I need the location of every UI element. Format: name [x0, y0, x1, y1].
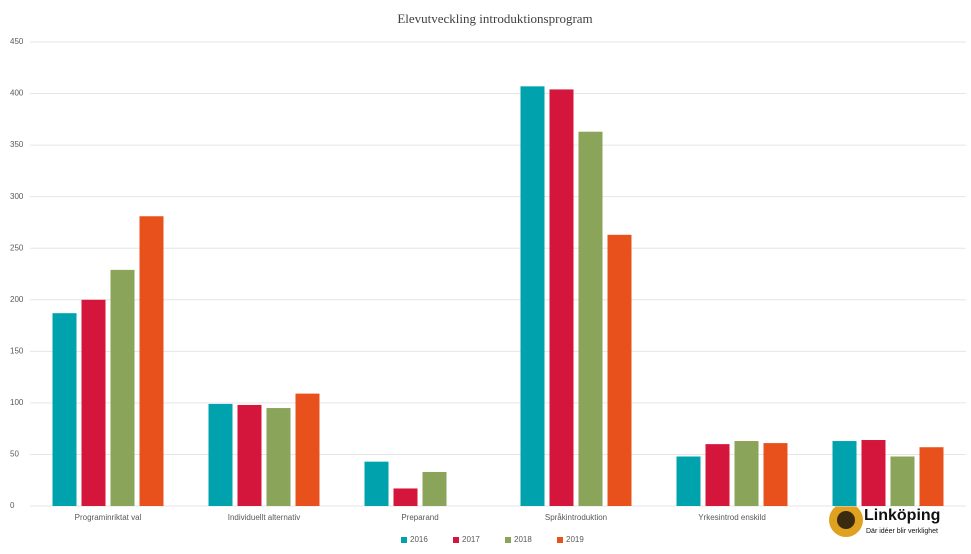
bar: [81, 299, 106, 506]
bar: [295, 393, 320, 506]
bar: [393, 488, 418, 506]
bar: [208, 403, 233, 506]
x-tick-label: Språkintroduktion: [545, 513, 607, 522]
bar: [139, 216, 164, 506]
legend-swatch: [453, 537, 459, 543]
y-tick-label: 450: [10, 37, 24, 46]
legend-label: 2018: [514, 535, 532, 544]
bar: [734, 441, 759, 506]
grid: [30, 41, 966, 507]
legend-swatch: [401, 537, 407, 543]
legend-swatch: [505, 537, 511, 543]
y-tick-label: 200: [10, 295, 24, 304]
bar: [705, 444, 730, 506]
bar: [861, 440, 886, 506]
y-tick-label: 0: [10, 501, 15, 510]
y-tick-label: 350: [10, 140, 24, 149]
bar: [578, 131, 603, 506]
bar: [364, 461, 389, 506]
bar: [549, 89, 574, 506]
bar: [520, 86, 545, 507]
bar: [919, 447, 944, 506]
logo-tagline: Där idéer blir verklighet: [866, 528, 938, 535]
x-tick-label: Preparand: [401, 513, 438, 522]
bar: [676, 456, 701, 506]
logo-icon-inner: [837, 511, 855, 529]
x-tick-label: Yrkesintrod enskild: [698, 513, 766, 522]
y-tick-label: 250: [10, 243, 24, 252]
y-tick-label: 150: [10, 346, 24, 355]
bar: [422, 471, 447, 506]
bar: [763, 443, 788, 506]
bar: [607, 234, 632, 506]
chart-title: Elevutveckling introduktionsprogram: [397, 11, 592, 26]
x-tick-label: Programinriktat val: [75, 513, 142, 522]
legend-label: 2016: [410, 535, 428, 544]
logo-name: Linköping: [864, 507, 940, 524]
legend-label: 2017: [462, 535, 480, 544]
y-tick-label: 100: [10, 398, 24, 407]
legend-label: 2019: [566, 535, 584, 544]
bar: [890, 456, 915, 506]
bar: [237, 404, 262, 506]
bar: [110, 269, 135, 506]
y-tick-label: 400: [10, 89, 24, 98]
x-tick-label: Individuellt alternativ: [228, 513, 300, 522]
y-tick-label: 50: [10, 450, 19, 459]
legend-swatch: [557, 537, 563, 543]
bar: [52, 313, 77, 506]
bar: [266, 408, 291, 506]
bar: [832, 441, 857, 506]
y-tick-label: 300: [10, 192, 24, 201]
logo: Linköping Där idéer blir verklighet: [829, 503, 940, 537]
